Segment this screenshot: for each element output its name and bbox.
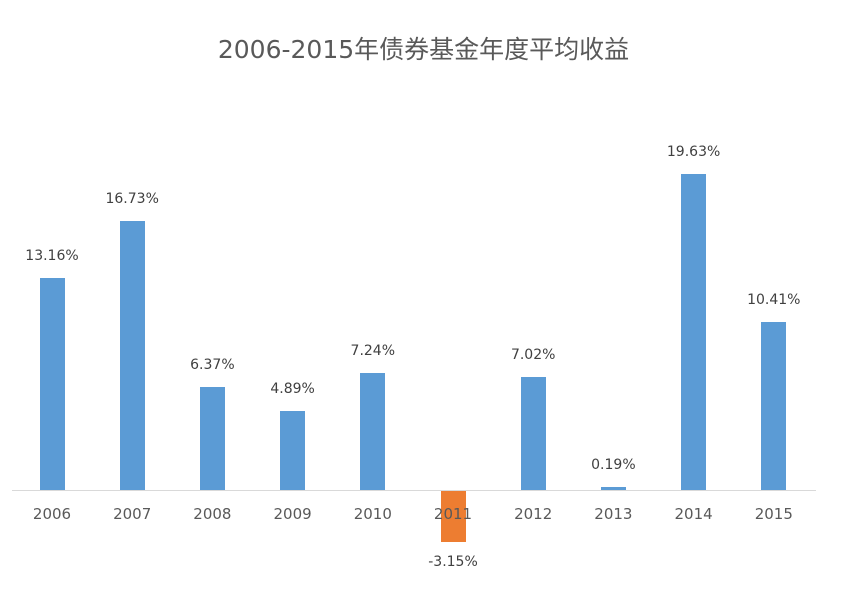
- data-label-2014: 19.63%: [666, 143, 721, 160]
- data-label-2008: 6.37%: [190, 357, 235, 374]
- x-tick-2013: 2013: [594, 505, 633, 523]
- bar-2013: [600, 486, 626, 490]
- bar-2009: [280, 411, 306, 490]
- data-label-2015: 10.41%: [747, 292, 801, 309]
- bar-2011: [440, 491, 466, 542]
- x-tick-2011: 2011: [433, 505, 473, 523]
- bar-2015: [761, 322, 787, 490]
- bar-2006: [39, 278, 65, 490]
- data-label-2010: 7.24%: [350, 343, 396, 360]
- data-label-2012: 7.02%: [510, 346, 556, 363]
- x-tick-2010: 2010: [353, 505, 392, 523]
- x-axis-line: [12, 490, 816, 491]
- x-tick-2006: 2006: [32, 505, 72, 523]
- bar-2012: [520, 376, 546, 490]
- data-label-2006: 13.16%: [25, 248, 79, 265]
- x-tick-2009: 2009: [273, 505, 312, 523]
- x-tick-2015: 2015: [754, 505, 793, 523]
- bar-2008: [199, 387, 225, 490]
- bar-2014: [681, 173, 707, 490]
- bar-2007: [119, 220, 145, 490]
- data-label-2009: 4.89%: [270, 381, 315, 398]
- data-label-2011: -3.15%: [428, 553, 478, 570]
- bar-2010: [360, 373, 386, 490]
- x-tick-2008: 2008: [193, 505, 232, 523]
- data-label-2007: 16.73%: [105, 190, 159, 207]
- chart-title: 2006-2015年债券基金年度平均收益: [217, 35, 630, 64]
- x-tick-2007: 2007: [113, 505, 152, 523]
- x-tick-2012: 2012: [514, 505, 553, 523]
- x-tick-2014: 2014: [674, 505, 713, 523]
- data-label-2013: 0.19%: [591, 456, 636, 473]
